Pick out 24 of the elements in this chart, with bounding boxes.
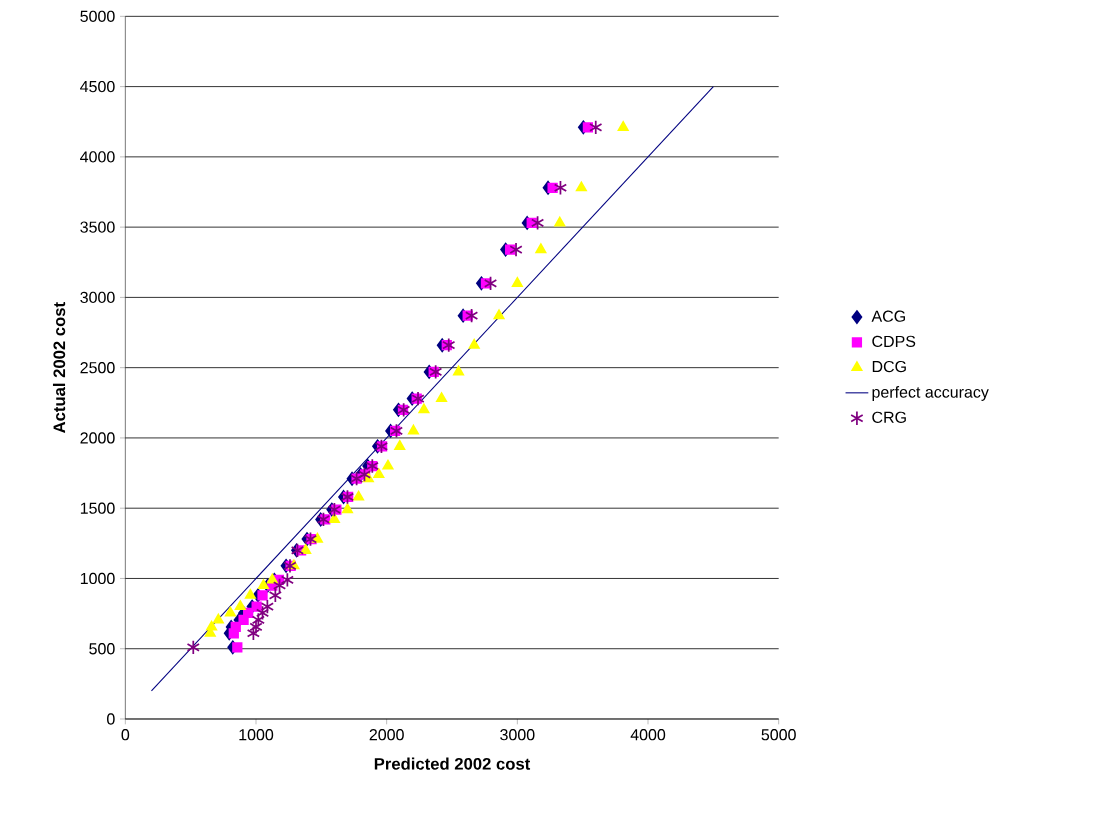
- x-tick-label: 2000: [369, 729, 404, 741]
- y-tick-label: 0: [107, 713, 115, 725]
- y-tick-label: 3500: [80, 221, 115, 233]
- x-tick-label: 1000: [239, 729, 274, 741]
- y-tick-label: 2500: [80, 362, 115, 374]
- y-axis-title: Actual 2002 cost: [52, 302, 66, 434]
- y-tick-label: 3000: [80, 291, 115, 304]
- x-axis-title: Predicted 2002 cost: [374, 757, 531, 770]
- y-tick-label: 2000: [80, 432, 115, 444]
- x-tick-label: 4000: [630, 729, 666, 741]
- x-tick-label: 3000: [500, 729, 535, 741]
- legend-label: DCG: [872, 360, 906, 373]
- legend-label: CRG: [872, 411, 906, 423]
- y-tick-label: 4500: [80, 80, 115, 93]
- y-tick-label: 1500: [80, 502, 115, 514]
- y-tick-label: 500: [89, 643, 115, 655]
- x-tick-label: 0: [121, 729, 130, 741]
- x-tick-label: 5000: [761, 729, 796, 741]
- y-tick-label: 4000: [80, 151, 115, 163]
- legend-label: ACG: [871, 310, 905, 322]
- y-tick-label: 1000: [80, 572, 115, 585]
- legend-label: perfect accuracy: [872, 386, 989, 401]
- legend-label: CDPS: [872, 335, 916, 348]
- y-tick-label: 5000: [80, 10, 115, 22]
